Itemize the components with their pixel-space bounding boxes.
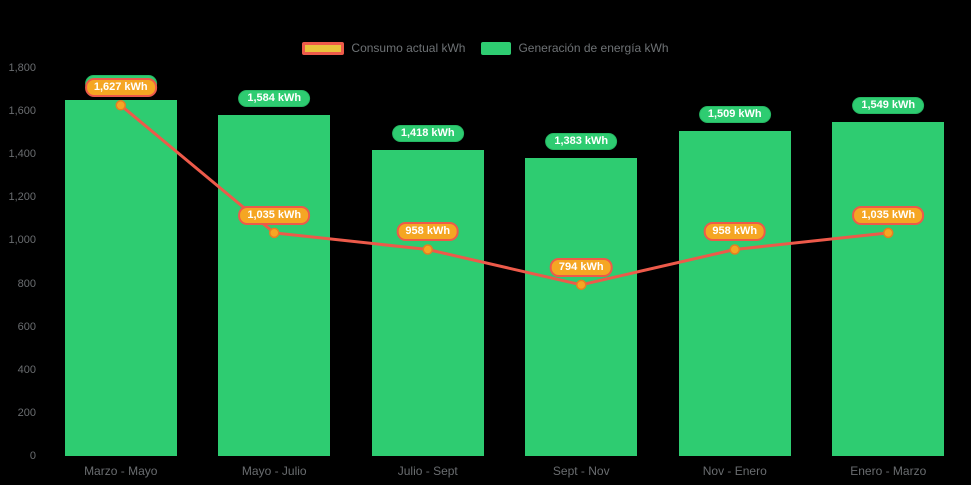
bar-value-label-1: 1,584 kWh (238, 89, 311, 107)
line-value-label-2: 958 kWh (396, 222, 460, 242)
line-marker-0[interactable] (115, 100, 126, 111)
bar-value-label-3: 1,383 kWh (545, 132, 618, 150)
bar-0[interactable] (64, 100, 177, 456)
x-label-1: Mayo - Julio (241, 464, 307, 478)
y-tick-1800: 1,800 (8, 62, 36, 74)
line-value-label-4: 958 kWh (703, 222, 767, 242)
legend-item-consumo[interactable]: Consumo actual kWh (302, 41, 465, 55)
line-marker-4[interactable] (729, 244, 740, 255)
y-tick-600: 600 (17, 320, 36, 333)
line-value-label-0: 1,627 kWh (84, 78, 157, 98)
line-value-label-5: 1,035 kWh (852, 205, 925, 225)
bar-5[interactable] (832, 122, 945, 456)
legend-item-generacion[interactable]: Generación de energía kWh (481, 41, 669, 55)
x-label-2: Julio - Sept (397, 464, 458, 478)
line-marker-1[interactable] (269, 227, 280, 239)
y-tick-400: 400 (17, 363, 36, 376)
line-marker-2[interactable] (422, 244, 433, 255)
x-label-0: Marzo - Mayo (84, 464, 158, 478)
y-tick-1000: 1,000 (8, 234, 36, 247)
legend-label-consumo: Consumo actual kWh (351, 41, 466, 55)
y-tick-200: 200 (17, 406, 36, 419)
bar-value-label-5: 1,549 kWh (852, 97, 925, 115)
bar-2[interactable] (371, 150, 484, 456)
x-label-5: Enero - Marzo (850, 464, 927, 478)
line-value-label-1: 1,035 kWh (238, 205, 311, 225)
bar-3[interactable] (525, 157, 638, 456)
bar-1[interactable] (218, 114, 331, 456)
y-tick-1400: 1,400 (8, 148, 36, 161)
consumo-line-swatch-icon (302, 41, 345, 55)
line-marker-5[interactable] (883, 227, 894, 239)
legend-label-generacion: Generación de energía kWh (518, 41, 669, 55)
line-marker-3[interactable] (576, 279, 587, 291)
bar-4[interactable] (678, 130, 791, 456)
y-tick-1600: 1,600 (8, 105, 36, 118)
legend: Consumo actual kWh Generación de energía… (0, 40, 971, 56)
x-label-4: Nov - Enero (702, 464, 767, 478)
line-value-label-3: 794 kWh (549, 257, 613, 277)
y-tick-800: 800 (17, 277, 36, 290)
y-tick-1200: 1,200 (8, 191, 36, 204)
bar-value-label-4: 1,509 kWh (698, 105, 771, 123)
y-tick-0: 0 (29, 450, 36, 462)
bar-value-label-2: 1,418 kWh (391, 125, 464, 143)
generacion-bar-swatch-icon (481, 41, 512, 55)
x-label-3: Sept - Nov (552, 464, 610, 478)
